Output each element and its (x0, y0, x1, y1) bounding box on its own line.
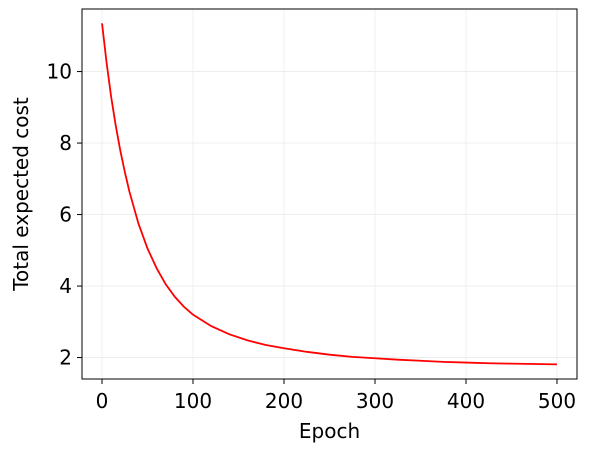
cost-line (101, 23, 557, 366)
x-tick-label: 200 (265, 389, 303, 413)
y-tick-label: 10 (47, 60, 72, 84)
ticks: 0 100 200 300 400 500 2 4 6 8 10 (47, 60, 577, 413)
x-tick-label: 100 (174, 389, 212, 413)
y-tick-label: 2 (59, 346, 72, 370)
y-tick-label: 6 (59, 203, 72, 227)
x-tick-label: 300 (356, 389, 394, 413)
x-axis-label: Epoch (299, 419, 360, 443)
x-tick-label: 500 (538, 389, 576, 413)
plot-frame (81, 8, 578, 380)
y-axis-label: Total expected cost (9, 97, 33, 292)
y-tick-label: 4 (59, 274, 72, 298)
x-tick-label: 400 (447, 389, 485, 413)
x-tick-label: 0 (96, 389, 109, 413)
grid (82, 9, 577, 379)
y-tick-label: 8 (59, 131, 72, 155)
